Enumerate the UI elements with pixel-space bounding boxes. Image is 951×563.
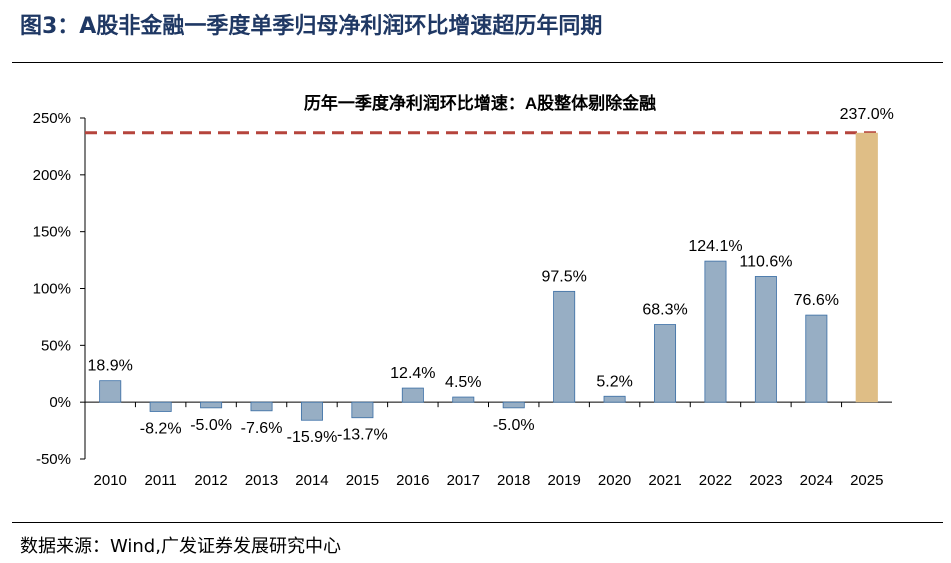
chart-title: 历年一季度净利润环比增速：A股整体剔除金融 <box>304 93 656 113</box>
data-label-2013: -7.6% <box>241 420 283 437</box>
x-tick-label-2012: 2012 <box>194 472 227 489</box>
y-tick-label: 150% <box>33 224 71 241</box>
data-label-2014: -15.9% <box>287 429 338 446</box>
x-tick-label-2023: 2023 <box>749 472 782 489</box>
bar-2010 <box>99 380 122 403</box>
x-tick-labels: 2010 2011 2012 2013 2014 2015 2016 2017 2018 2019… <box>94 472 884 489</box>
x-tick-label-2018: 2018 <box>497 472 530 489</box>
x-tick-label-2016: 2016 <box>396 472 429 489</box>
data-label-2010: 18.9% <box>88 358 133 375</box>
bar-2022 <box>704 260 727 403</box>
bar-2014 <box>300 401 323 421</box>
x-tick-label-2014: 2014 <box>295 472 328 489</box>
x-tick-label-2022: 2022 <box>699 472 732 489</box>
data-source-note: 数据来源：Wind,广发证券发展研究中心 <box>20 536 341 557</box>
bar-2019 <box>553 290 576 403</box>
y-tick-label: 250% <box>33 110 71 127</box>
bar-2024 <box>805 314 828 403</box>
data-label-2015: -13.7% <box>337 427 388 444</box>
bar-2011 <box>149 401 172 412</box>
x-tick-label-2024: 2024 <box>800 472 833 489</box>
bar-2020 <box>603 395 626 403</box>
x-tick-label-2015: 2015 <box>346 472 379 489</box>
data-label-2019: 97.5% <box>541 268 586 285</box>
data-label-2012: -5.0% <box>190 417 232 434</box>
data-label-2025: 237.0% <box>840 106 894 123</box>
bar-2016 <box>401 387 424 403</box>
x-tick-label-2020: 2020 <box>598 472 631 489</box>
data-label-2017: 4.5% <box>445 374 481 391</box>
y-tick-label: 50% <box>41 337 71 354</box>
bar-2025 <box>855 132 878 403</box>
figure-title: 图3：A股非金融一季度单季归母净利润环比增速超历年同期 <box>20 14 603 39</box>
data-label-2018: -5.0% <box>493 417 535 434</box>
x-tick-label-2013: 2013 <box>245 472 278 489</box>
data-label-2020: 5.2% <box>596 373 632 390</box>
data-label-2021: 68.3% <box>642 302 687 319</box>
bar-2017 <box>452 396 475 403</box>
top-divider <box>12 62 943 63</box>
bottom-divider <box>12 522 943 523</box>
x-tick-label-2025: 2025 <box>850 472 883 489</box>
data-label-2011: -8.2% <box>140 420 182 437</box>
bar-2015 <box>351 401 374 419</box>
bar-2013 <box>250 401 273 412</box>
bar-2023 <box>754 276 777 403</box>
y-tick-label: 0% <box>49 394 71 411</box>
data-label-2024: 76.6% <box>794 292 839 309</box>
x-tick-label-2017: 2017 <box>447 472 480 489</box>
data-label-2016: 12.4% <box>390 365 435 382</box>
x-tick-label-2010: 2010 <box>94 472 127 489</box>
y-tick-label: -50% <box>36 451 71 468</box>
data-labels: 18.9% -8.2% -5.0% -7.6%-15.9% -13.7% 12.4% 4.5… <box>88 106 894 446</box>
bar-2021 <box>654 324 677 403</box>
bar-series <box>99 132 878 421</box>
y-tick-label: 100% <box>33 281 71 298</box>
data-label-2022: 124.1% <box>688 238 742 255</box>
x-tick-label-2019: 2019 <box>547 472 580 489</box>
data-label-2023: 110.6% <box>739 253 792 270</box>
x-tick-label-2011: 2011 <box>145 472 177 489</box>
bar-2018 <box>502 401 525 409</box>
bar-2012 <box>200 401 223 409</box>
x-tick-label-2021: 2021 <box>648 472 681 489</box>
y-tick-label: 200% <box>33 167 71 184</box>
y-tick-labels: -50% 0% 50% 100% 150% 200% 250% <box>33 110 71 468</box>
